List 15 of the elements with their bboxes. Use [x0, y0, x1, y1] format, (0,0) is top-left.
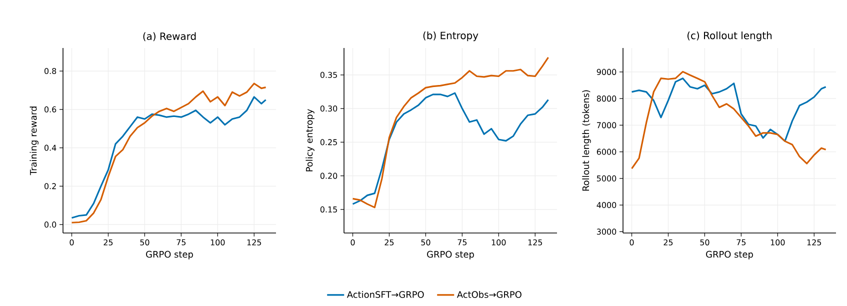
y-axis-title: Training reward	[30, 106, 38, 176]
legend-label: ActionSFT→GRPO	[346, 290, 424, 298]
x-axis-title: GRPO step	[706, 250, 753, 260]
y-axis-title: Policy entropy	[306, 109, 314, 172]
y-axis-title: Rollout length (tokens)	[582, 90, 591, 191]
chart-title: (b) Entropy	[423, 32, 478, 42]
line-series	[352, 56, 550, 208]
line-series	[352, 92, 550, 205]
x-axis-title: GRPO step	[427, 250, 474, 260]
x-axis-title: GRPO step	[146, 250, 193, 260]
line-series	[630, 70, 827, 170]
line-series	[630, 78, 827, 142]
chart-title: (c) Rollout length	[687, 32, 772, 42]
legend-label: ActObs→GRPO	[456, 290, 522, 298]
chart-title: (a) Reward	[143, 32, 196, 42]
